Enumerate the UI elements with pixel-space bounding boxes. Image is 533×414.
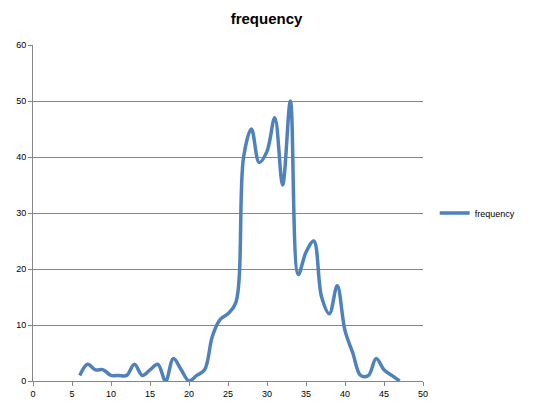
svg-text:50: 50 xyxy=(418,389,428,399)
svg-text:10: 10 xyxy=(106,389,116,399)
svg-text:0: 0 xyxy=(30,389,35,399)
svg-text:15: 15 xyxy=(145,389,155,399)
svg-text:20: 20 xyxy=(184,389,194,399)
svg-text:25: 25 xyxy=(223,389,233,399)
svg-text:45: 45 xyxy=(379,389,389,399)
svg-text:frequency: frequency xyxy=(475,209,515,219)
svg-text:20: 20 xyxy=(16,264,26,274)
svg-text:10: 10 xyxy=(16,320,26,330)
svg-text:35: 35 xyxy=(301,389,311,399)
svg-text:frequency: frequency xyxy=(231,10,303,27)
svg-text:5: 5 xyxy=(69,389,74,399)
svg-text:50: 50 xyxy=(16,96,26,106)
svg-text:0: 0 xyxy=(21,376,26,386)
svg-text:30: 30 xyxy=(262,389,272,399)
svg-text:30: 30 xyxy=(16,208,26,218)
svg-text:40: 40 xyxy=(16,152,26,162)
svg-text:40: 40 xyxy=(340,389,350,399)
svg-text:60: 60 xyxy=(16,40,26,50)
